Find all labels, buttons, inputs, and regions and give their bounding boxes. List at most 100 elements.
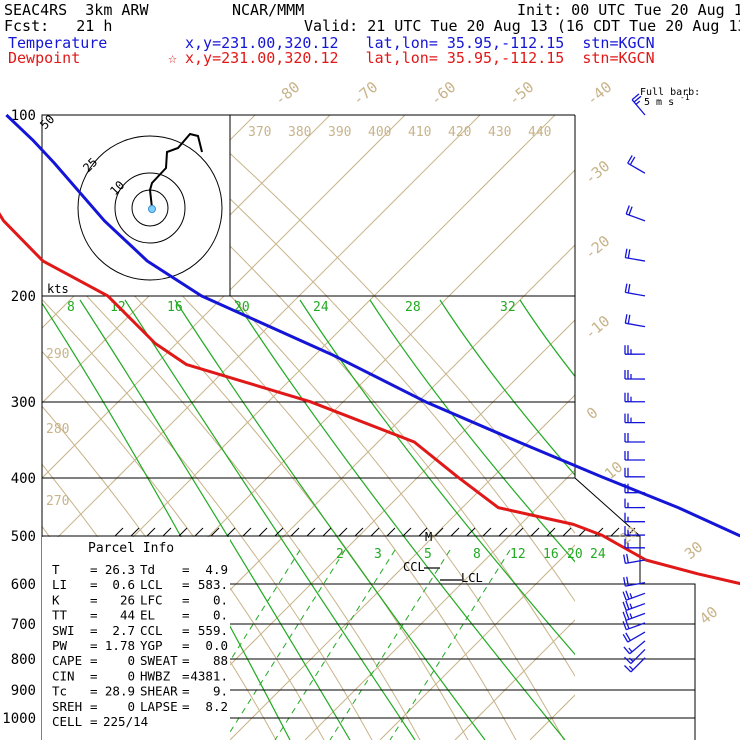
mixing-ratio-line (519, 299, 575, 378)
surface-hatch (610, 527, 620, 537)
surface-hatch (338, 527, 348, 537)
temperature-tick-label: -70 (349, 78, 381, 109)
temperature-profile-line (5, 113, 740, 538)
parcel-param-value: 0 (127, 699, 135, 714)
pressure-tick-label: 300 (11, 395, 36, 411)
parcel-equals: = (182, 668, 190, 683)
mixing-ratio-label: 8 (473, 547, 481, 562)
surface-hatch (354, 527, 364, 537)
parcel-equals: = (182, 577, 190, 592)
parcel-info-panel: Parcel Info T = 26.3 Td = 4.9 LI = 0.6 LCL = 583. K = 2… (42, 537, 230, 740)
mixing-ratio-label: 3 (374, 547, 382, 562)
surface-hatch (482, 527, 492, 537)
wind-barb (622, 631, 646, 643)
pressure-tick-label: 900 (11, 683, 36, 699)
isotherm-line (379, 544, 575, 740)
surface-hatch (162, 527, 172, 537)
wind-barb (627, 155, 646, 174)
parcel-equals: = (182, 562, 190, 577)
mixing-ratio-label: 20 (567, 547, 583, 562)
parcel-equals: = (90, 668, 98, 683)
parcel-param-name: EL (140, 608, 155, 623)
wind-barb (624, 248, 646, 262)
cell-value: 225/14 (103, 714, 148, 729)
surface-hatch (402, 527, 412, 537)
parcel-equals: = (90, 653, 98, 668)
wind-barb (622, 620, 646, 631)
parcel-equals: = (90, 592, 98, 607)
wind-barb (624, 283, 646, 297)
parcel-param-value: 26.3 (105, 562, 135, 577)
isotherm-line (0, 115, 30, 740)
barb-key-line1: Full barb: (640, 87, 700, 98)
wind-barb (624, 370, 646, 380)
mixing-ratio-line (299, 299, 575, 656)
temperature-tick-label: 30 (681, 538, 706, 563)
wind-barbs (622, 93, 646, 673)
parcel-param-value: 9. (213, 684, 228, 699)
hodograph-ring (77, 135, 223, 281)
surface-hatch (130, 527, 140, 537)
temperature-legend-label: Temperature (8, 34, 108, 52)
dry-adiabat-line (0, 115, 36, 740)
parcel-param-name: PW (52, 638, 68, 653)
wind-barb (623, 640, 646, 655)
theta-label: 370 (248, 125, 271, 140)
parcel-equals: = (182, 699, 190, 714)
temperature-location-info: x,y=231.00,320.12 lat,lon= 35.95,-112.15… (185, 34, 655, 52)
surface-hatch (466, 527, 476, 537)
isotherm-line (304, 469, 575, 740)
mixing-ratio-label: 32 (500, 300, 516, 315)
isotherm-line (42, 115, 481, 554)
surface-hatch (306, 527, 316, 537)
parcel-param-value: 559. (198, 623, 228, 638)
parcel-param-value: 28.9 (105, 684, 135, 699)
dewpoint-legend-label: Dewpoint (8, 49, 81, 67)
mixing-ratio-line (174, 299, 486, 740)
init-time: Init: 00 UTC Tue 20 Aug 13 (517, 1, 740, 19)
wind-barb (622, 590, 646, 601)
surface-hatch (546, 527, 556, 537)
wind-barb (624, 526, 646, 536)
mixing-ratio-label: 12 (510, 547, 526, 562)
isotherm-line (42, 115, 406, 479)
surface-hatch (386, 527, 396, 537)
surface-hatch (530, 527, 540, 537)
mixing-ratio-label: 24 (313, 300, 329, 315)
hodograph-trace (148, 132, 203, 209)
mixing-ratio-dashed-line (389, 549, 511, 740)
mixing-ratio-line (124, 299, 416, 740)
parcel-param-value: 44 (120, 608, 135, 623)
wind-barb (624, 483, 646, 494)
parcel-info-title: Parcel Info (88, 541, 174, 556)
hodograph-box (41, 114, 231, 297)
surface-hatch (114, 527, 124, 537)
mixing-ratio-label: 8 (67, 300, 75, 315)
parcel-param-value: 0 (127, 668, 135, 683)
parcel-param-value: 2.7 (112, 623, 135, 638)
parcel-param-name: HWBZ (140, 668, 171, 683)
surface-hatch (178, 527, 188, 537)
parcel-equals: = (90, 608, 98, 623)
dewpoint-marker-icon: ☆ (168, 49, 178, 67)
parcel-param-value: 4.9 (205, 562, 228, 577)
parcel-param-name: CAPE (52, 653, 82, 668)
parcel-param-value: 4381. (190, 668, 228, 683)
mixing-ratio-label: 2 (336, 547, 344, 562)
theta-label: 390 (328, 125, 351, 140)
wind-barb (624, 413, 646, 424)
dry-adiabat-line (42, 350, 325, 740)
parcel-equals: = (90, 623, 98, 638)
parcel-equals: = (90, 684, 98, 699)
mixing-ratio-label: 5 (424, 547, 432, 562)
surface-hatch (450, 527, 460, 537)
isotherm-line (42, 115, 556, 629)
mixing-ratio-label: 28 (405, 300, 421, 315)
parcel-equals: = (182, 638, 190, 653)
cell-label: CELL (52, 714, 82, 729)
parcel-param-name: LI (52, 577, 67, 592)
wind-barb (624, 433, 646, 443)
surface-hatch (226, 527, 236, 537)
